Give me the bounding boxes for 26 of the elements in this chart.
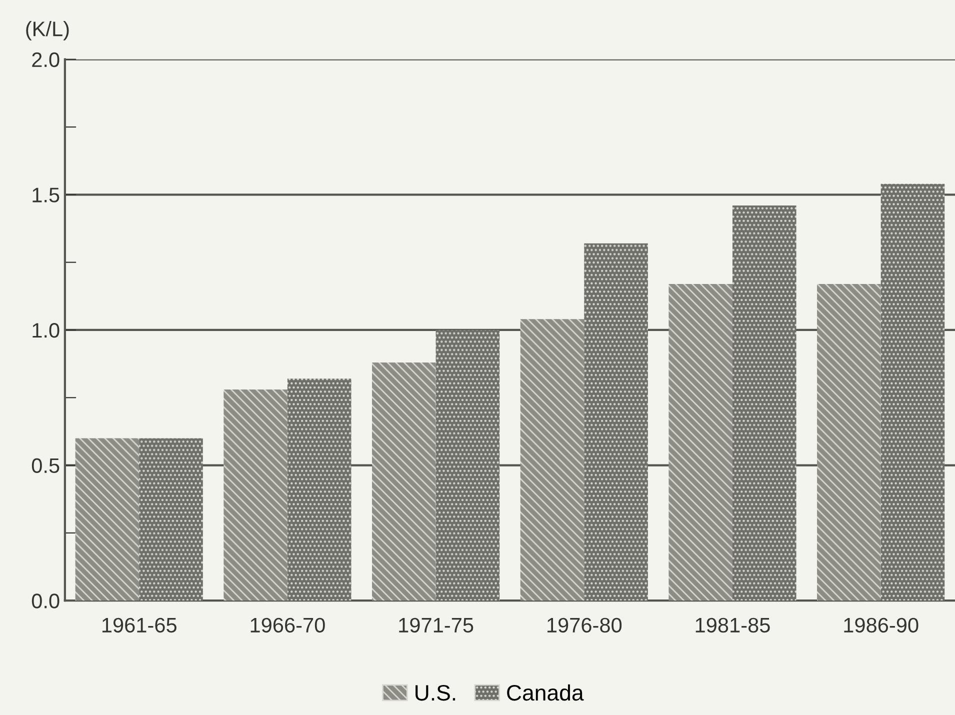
x-tick-label: 1986-90 bbox=[844, 618, 918, 633]
y-tick-label: 1.0 bbox=[32, 322, 60, 338]
y-tick-label: 2.0 bbox=[32, 52, 60, 68]
legend-label: Canada bbox=[507, 684, 584, 701]
bar bbox=[584, 243, 648, 601]
y-tick-label: 0.0 bbox=[32, 594, 60, 608]
bar bbox=[224, 390, 288, 601]
bar bbox=[668, 284, 732, 601]
bar bbox=[817, 284, 881, 601]
bar bbox=[287, 378, 352, 601]
x-tick-label: 1961-65 bbox=[102, 618, 176, 633]
bar bbox=[520, 319, 584, 601]
bar bbox=[372, 362, 436, 601]
x-tick-label: 1971-75 bbox=[399, 618, 474, 633]
bar bbox=[139, 438, 203, 601]
bar bbox=[75, 438, 140, 601]
x-tick-label: 1966-70 bbox=[250, 618, 325, 633]
y-tick-label: 1.5 bbox=[32, 188, 60, 202]
y-axis-title: (K/L) bbox=[26, 20, 69, 40]
bar bbox=[880, 184, 945, 601]
legend-label: U.S. bbox=[416, 684, 456, 701]
bar bbox=[436, 330, 500, 601]
y-tick-label: 0.5 bbox=[32, 458, 60, 474]
x-tick-label: 1976-80 bbox=[548, 618, 622, 633]
x-tick-label: 1981-85 bbox=[696, 618, 770, 633]
bar bbox=[732, 205, 796, 601]
